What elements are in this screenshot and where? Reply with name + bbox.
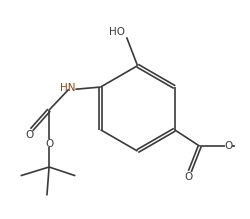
Text: HN: HN (60, 83, 75, 93)
Text: HO: HO (108, 27, 124, 37)
Text: O: O (224, 141, 232, 151)
Text: O: O (26, 130, 34, 140)
Text: O: O (184, 172, 192, 182)
Text: O: O (45, 140, 53, 149)
